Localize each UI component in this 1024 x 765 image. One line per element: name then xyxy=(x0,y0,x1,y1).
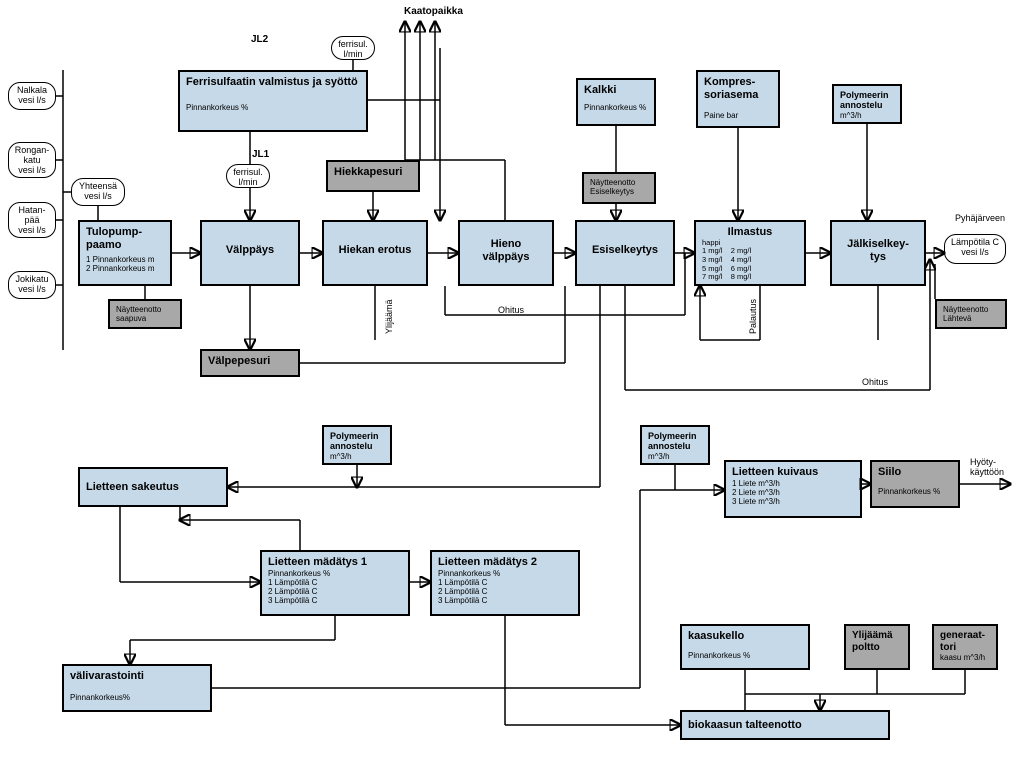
node-polymeeri1: Polymeerin annostelu m^3/h xyxy=(832,84,902,124)
label-jl2: JL2 xyxy=(251,34,268,45)
siilo-sub: Pinnankorkeus % xyxy=(878,487,952,496)
polymeeri2-sub: m^3/h xyxy=(330,452,384,461)
label-pyhajarveen: Pyhäjärveen xyxy=(955,213,1005,223)
node-kompressori: Kompres- soriasema Paine bar xyxy=(696,70,780,128)
polymeeri2-title: Polymeerin annostelu xyxy=(330,431,384,452)
node-valpepesuri: Välpepesuri xyxy=(200,349,300,377)
kaasukello-sub: Pinnankorkeus % xyxy=(688,651,802,660)
oval-nalkala: Nalkala vesi l/s xyxy=(8,82,56,110)
oval-jokikatu: Jokikatu vesi l/s xyxy=(8,271,56,299)
tulopumppaamo-sub: 1 Pinnankorkeus m 2 Pinnankorkeus m xyxy=(86,255,164,273)
node-esiselkeytys: Esiselkeytys xyxy=(575,220,675,286)
ferrisulfaatti-sub: Pinnankorkeus % xyxy=(186,103,360,112)
node-siilo: Siilo Pinnankorkeus % xyxy=(870,460,960,508)
node-madatys1: Lietteen mädätys 1 Pinnankorkeus % 1 Läm… xyxy=(260,550,410,616)
oval-yhteensa: Yhteensä vesi l/s xyxy=(71,178,125,206)
tulopumppaamo-title: Tulopump- paamo xyxy=(86,226,164,251)
node-jalkiselkeytys: Jälkiselkey- tys xyxy=(830,220,926,286)
node-generaattori: generaat- tori kaasu m^3/h xyxy=(932,624,998,670)
naytteenotto-lahteva-title: Näytteenotto Lähtevä xyxy=(943,305,999,323)
madatys1-sub: Pinnankorkeus % 1 Lämpötilä C 2 Lämpötil… xyxy=(268,569,402,606)
oval-ferrisul1: ferrisul. l/min xyxy=(226,164,270,188)
valivarastointi-sub: Pinnankorkeus% xyxy=(70,693,204,702)
madatys2-title: Lietteen mädätys 2 xyxy=(438,556,572,569)
esiselkeytys-title: Esiselkeytys xyxy=(583,244,667,257)
node-valppays: Välppäys xyxy=(200,220,300,286)
node-hieno-valppays: Hieno välppäys xyxy=(458,220,554,286)
node-tulopumppaamo: Tulopump- paamo 1 Pinnankorkeus m 2 Pinn… xyxy=(78,220,172,286)
node-valivarastointi: välivarastointi Pinnankorkeus% xyxy=(62,664,212,712)
hiekan-erotus-title: Hiekan erotus xyxy=(330,244,420,257)
sakeutus-title: Lietteen sakeutus xyxy=(86,481,220,494)
node-ferrisulfaatti: Ferrisulfaatin valmistus ja syöttö Pinna… xyxy=(178,70,368,132)
label-ohitus-1: Ohitus xyxy=(498,305,524,315)
oval-ferrisul2: ferrisul. l/min xyxy=(331,36,375,60)
label-kaatopaikka: Kaatopaikka xyxy=(404,6,463,17)
kompressori-title: Kompres- soriasema xyxy=(704,76,772,101)
node-hiekkapesuri: Hiekkapesuri xyxy=(326,160,420,192)
label-ohitus-2: Ohitus xyxy=(862,377,888,387)
diagram-canvas: Kaatopaikka JL2 JL1 Ohitus Ohitus Pyhäjä… xyxy=(0,0,1024,765)
kompressori-sub: Paine bar xyxy=(704,111,772,120)
polymeeri1-title: Polymeerin annostelu xyxy=(840,90,894,111)
node-naytteenotto-saapuva: Näytteenotto saapuva xyxy=(108,299,182,329)
lietteen-kuivaus-sub: 1 Liete m^3/h 2 Liete m^3/h 3 Liete m^3/… xyxy=(732,479,854,507)
lietteen-kuivaus-title: Lietteen kuivaus xyxy=(732,466,854,479)
valppays-title: Välppäys xyxy=(208,244,292,257)
madatys1-title: Lietteen mädätys 1 xyxy=(268,556,402,569)
node-naytteenotto-lahteva: Näytteenotto Lähtevä xyxy=(935,299,1007,329)
ilmastus-title: Ilmastus xyxy=(702,226,798,239)
node-naytteenotto-esiselkeytys: Näytteenotto Esiselkeytys xyxy=(582,172,656,204)
naytteenotto-esiselkeytys-title: Näytteenotto Esiselkeytys xyxy=(590,178,648,196)
ferrisulfaatti-title: Ferrisulfaatin valmistus ja syöttö xyxy=(186,76,360,89)
polymeeri3-title: Polymeerin annostelu xyxy=(648,431,702,452)
node-kaasukello: kaasukello Pinnankorkeus % xyxy=(680,624,810,670)
ylijaama-poltto-title: Ylijäämä poltto xyxy=(852,630,902,653)
oval-hatanpaa: Hatan- pää vesi l/s xyxy=(8,202,56,238)
node-hiekan-erotus: Hiekan erotus xyxy=(322,220,428,286)
generaattori-sub: kaasu m^3/h xyxy=(940,653,990,662)
node-lietteen-kuivaus: Lietteen kuivaus 1 Liete m^3/h 2 Liete m… xyxy=(724,460,862,518)
oval-rongankatu: Rongan- katu vesi l/s xyxy=(8,142,56,178)
label-palautus: Palautus xyxy=(748,299,758,334)
node-ylijaama-poltto: Ylijäämä poltto xyxy=(844,624,910,670)
oval-lampotila: Lämpötila C vesi l/s xyxy=(944,234,1006,264)
polymeeri1-sub: m^3/h xyxy=(840,111,894,120)
siilo-title: Siilo xyxy=(878,466,952,479)
naytteenotto-saapuva-title: Näytteenotto saapuva xyxy=(116,305,174,323)
node-kalkki: Kalkki Pinnankorkeus % xyxy=(576,78,656,126)
kalkki-sub: Pinnankorkeus % xyxy=(584,103,648,112)
hiekkapesuri-title: Hiekkapesuri xyxy=(334,166,412,179)
valivarastointi-title: välivarastointi xyxy=(70,670,204,683)
biokaasun-talteenotto-title: biokaasun talteenotto xyxy=(688,719,882,732)
node-sakeutus: Lietteen sakeutus xyxy=(78,467,228,507)
valpepesuri-title: Välpepesuri xyxy=(208,355,292,368)
node-madatys2: Lietteen mädätys 2 Pinnankorkeus % 1 Läm… xyxy=(430,550,580,616)
label-ylijaama: Ylijäämä xyxy=(384,299,394,334)
node-biokaasun-talteenotto: biokaasun talteenotto xyxy=(680,710,890,740)
jalkiselkeytys-title: Jälkiselkey- tys xyxy=(838,238,918,263)
hieno-valppays-title: Hieno välppäys xyxy=(466,238,546,263)
node-polymeeri2: Polymeerin annostelu m^3/h xyxy=(322,425,392,465)
kalkki-title: Kalkki xyxy=(584,84,648,97)
polymeeri3-sub: m^3/h xyxy=(648,452,702,461)
madatys2-sub: Pinnankorkeus % 1 Lämpötilä C 2 Lämpötil… xyxy=(438,569,572,606)
label-hyotykayttoon: Hyöty- käyttöön xyxy=(970,457,1004,477)
node-ilmastus: Ilmastus happi 1 mg/l 2 mg/l 3 mg/l 4 mg… xyxy=(694,220,806,286)
node-polymeeri3: Polymeerin annostelu m^3/h xyxy=(640,425,710,465)
generaattori-title: generaat- tori xyxy=(940,630,990,653)
ilmastus-sub: happi 1 mg/l 2 mg/l 3 mg/l 4 mg/l 5 mg/l… xyxy=(702,239,798,282)
kaasukello-title: kaasukello xyxy=(688,630,802,643)
label-jl1: JL1 xyxy=(252,149,269,160)
